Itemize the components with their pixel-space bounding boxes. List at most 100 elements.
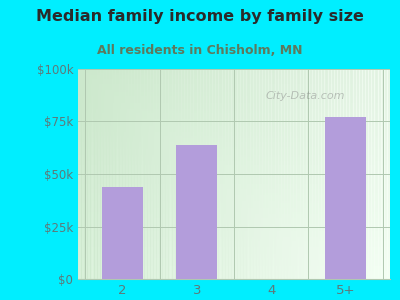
Bar [78,254,390,256]
Bar [134,69,137,279]
Bar [90,69,94,279]
Bar [81,69,84,279]
Bar [78,84,390,86]
Bar [159,69,162,279]
Bar [306,69,309,279]
Bar [78,176,390,178]
Bar [300,69,303,279]
Text: All residents in Chisholm, MN: All residents in Chisholm, MN [97,44,303,56]
Bar [78,168,390,170]
Bar [78,237,390,239]
Bar [140,69,144,279]
Bar [371,69,374,279]
Bar [212,69,215,279]
Bar [334,69,337,279]
Bar [231,69,234,279]
Bar [206,69,209,279]
Bar [78,260,390,262]
Bar [78,256,390,258]
Bar [203,69,206,279]
Bar [131,69,134,279]
Bar [274,69,278,279]
Bar [78,243,390,245]
Bar [78,210,390,212]
Bar [194,69,196,279]
Bar [78,80,390,82]
Bar [246,69,250,279]
Bar [234,69,237,279]
Bar [352,69,356,279]
Bar [78,271,390,273]
Bar [290,69,293,279]
Bar [78,193,390,195]
Bar [78,187,390,189]
Bar [78,184,390,187]
Bar [109,69,112,279]
Bar [78,128,390,130]
Bar [268,69,272,279]
Bar [78,147,390,149]
Bar [78,130,390,132]
Bar [181,69,184,279]
Bar [78,149,390,151]
Bar [78,206,390,208]
Bar [150,69,153,279]
Bar [78,92,390,94]
Bar [340,69,343,279]
Bar [78,252,390,254]
Bar [78,241,390,243]
Bar [78,258,390,260]
Bar [78,201,390,203]
Bar [78,224,390,226]
Bar [78,214,390,216]
Bar [78,229,390,231]
Bar [209,69,212,279]
Bar [278,69,281,279]
Bar [78,191,390,193]
Bar [240,69,243,279]
Bar [78,71,390,73]
Bar [78,172,390,174]
Bar [122,69,125,279]
Bar [162,69,165,279]
Bar [137,69,140,279]
Bar [321,69,324,279]
Bar [78,208,390,210]
Bar [78,245,390,247]
Bar [78,218,390,220]
Bar [272,69,274,279]
Bar [78,250,390,252]
Bar [78,90,390,92]
Bar [365,69,368,279]
Bar [78,140,390,142]
Bar [78,195,390,197]
Bar [78,115,390,117]
Bar [78,142,390,145]
Bar [215,69,218,279]
Bar [78,262,390,264]
Bar [265,69,268,279]
Bar [228,69,231,279]
Bar [78,161,390,164]
Bar [118,69,122,279]
Bar [78,77,390,80]
Bar [103,69,106,279]
Bar [106,69,109,279]
Bar [78,157,390,159]
Bar [78,231,390,233]
Bar [175,69,178,279]
Bar [256,69,259,279]
Bar [324,69,328,279]
Bar [78,178,390,180]
Bar [78,100,390,103]
Bar [78,86,390,88]
Bar [350,69,352,279]
Bar [87,69,90,279]
Bar [78,164,390,166]
Bar [78,182,390,184]
Bar [78,82,390,84]
Bar [78,277,390,279]
Bar [362,69,365,279]
Bar [253,69,256,279]
Bar [153,69,156,279]
